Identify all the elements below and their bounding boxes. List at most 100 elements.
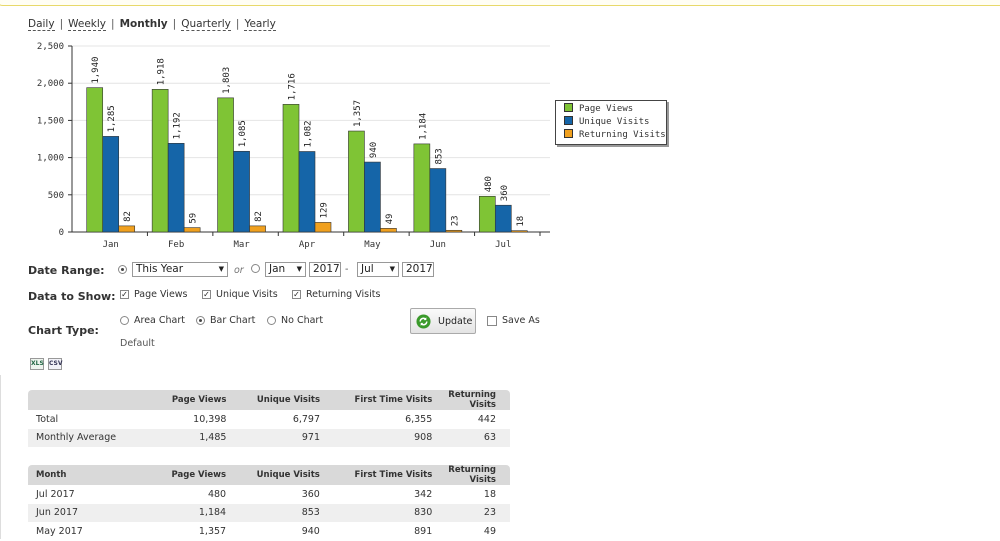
- table-cell: Monthly Average: [28, 428, 141, 447]
- period-weekly[interactable]: Weekly: [68, 18, 107, 31]
- table-cell: 63: [440, 428, 510, 447]
- data-label: 23: [450, 215, 460, 226]
- period-monthly[interactable]: Monthly: [119, 18, 168, 30]
- export-csv-icon[interactable]: CSV: [48, 358, 62, 370]
- monthly-table: Month Page Views Unique Visits First Tim…: [28, 465, 510, 541]
- y-tick-label: 1,000: [37, 154, 64, 164]
- table-cell: May 2017: [36, 525, 83, 537]
- checkbox-checked[interactable]: ✓: [292, 290, 301, 299]
- column-header[interactable]: First Time Visits: [327, 465, 441, 485]
- period-daily[interactable]: Daily: [28, 18, 55, 31]
- bar-page-views: [217, 97, 234, 233]
- bar-returning-visits: [249, 225, 266, 233]
- export-xls-icon[interactable]: XLS: [30, 358, 44, 370]
- no-chart-option[interactable]: No Chart: [267, 315, 323, 326]
- table-row: Monthly Average 1,485 971 908 63: [28, 428, 510, 447]
- bar-page-views: [413, 143, 431, 233]
- chart-legend: Page Views Unique Visits Returning Visit…: [555, 100, 667, 145]
- table-cell: Total: [36, 413, 59, 425]
- sidebar-edge: [0, 375, 1, 539]
- bar-returning-visits: [314, 222, 332, 233]
- legend-swatch-unique-visits: [564, 116, 573, 125]
- bar-returning-visits: [183, 227, 201, 233]
- bar-unique-visits: [298, 151, 316, 233]
- data-label: 1,184: [418, 113, 428, 140]
- chevron-down-icon: ▼: [296, 265, 302, 273]
- show-returning-visits-option[interactable]: ✓ Returning Visits: [292, 289, 381, 300]
- table-cell: 940: [301, 525, 320, 537]
- column-header: First Time Visits: [328, 390, 441, 410]
- x-tick-label: Feb: [168, 240, 184, 250]
- table-row: May 2017 1,357 940 891 49: [28, 522, 510, 541]
- x-tick-label: Mar: [233, 240, 250, 250]
- table-cell: 6,797: [292, 413, 321, 425]
- chevron-down-icon: ▼: [218, 265, 224, 273]
- data-label: 1,285: [107, 105, 117, 132]
- from-month-select[interactable]: Jan ▼: [265, 262, 306, 277]
- period-quarterly[interactable]: Quarterly: [181, 18, 231, 31]
- range-dash: -: [345, 264, 349, 275]
- data-label: 480: [484, 176, 494, 192]
- chart-type-label: Chart Type:: [28, 324, 99, 337]
- table-cell: 1,485: [140, 428, 235, 447]
- chevron-down-icon: ▼: [389, 265, 395, 273]
- date-range-label: Date Range:: [28, 264, 105, 277]
- column-header: Page Views: [140, 390, 235, 410]
- column-header[interactable]: Month: [28, 465, 141, 485]
- to-month-select[interactable]: Jul ▼: [357, 262, 399, 277]
- show-unique-visits-option[interactable]: ✓ Unique Visits: [202, 289, 278, 300]
- checkbox[interactable]: [487, 315, 497, 326]
- bar-page-views: [151, 89, 169, 233]
- y-tick-label: 0: [59, 228, 64, 238]
- table-cell: 442: [477, 413, 496, 425]
- checkbox-checked[interactable]: ✓: [120, 290, 129, 299]
- bar-returning-visits: [510, 230, 528, 233]
- y-tick-label: 2,000: [37, 79, 64, 89]
- table-cell: 10,398: [193, 413, 227, 425]
- table-cell: 891: [414, 525, 433, 537]
- legend-swatch-returning-visits: [564, 129, 573, 138]
- data-label: 82: [254, 211, 264, 222]
- table-cell: 18: [483, 488, 496, 500]
- bar-unique-visits: [102, 136, 120, 233]
- x-tick-label: Jan: [103, 240, 119, 250]
- column-header[interactable]: Returning Visits: [440, 465, 510, 485]
- save-as-option[interactable]: Save As: [487, 315, 540, 326]
- show-page-views-option[interactable]: ✓ Page Views: [120, 289, 188, 300]
- table-cell: Jul 2017: [36, 488, 75, 500]
- column-header[interactable]: Page Views: [140, 465, 235, 485]
- default-text: Default: [120, 338, 155, 349]
- area-chart-option[interactable]: Area Chart: [120, 315, 185, 326]
- update-button[interactable]: Update: [410, 308, 476, 334]
- data-label: 1,085: [238, 120, 248, 147]
- table-cell: 342: [414, 488, 433, 500]
- to-year-input[interactable]: 2017: [402, 262, 434, 277]
- data-label: 940: [369, 142, 379, 158]
- bar-returning-visits: [118, 225, 136, 233]
- table-cell: 908: [328, 428, 441, 447]
- radio-button[interactable]: [267, 316, 276, 325]
- period-yearly[interactable]: Yearly: [244, 18, 276, 31]
- period-selector: Daily | Weekly | Monthly | Quarterly | Yearly: [28, 18, 276, 31]
- y-tick-label: 2,500: [37, 42, 64, 52]
- x-tick-label: May: [364, 240, 381, 250]
- table-row: Total 10,398 6,797 6,355 442: [28, 410, 510, 429]
- table-row: Jul 2017 480 360 342 18: [28, 485, 510, 504]
- bar-chart-option[interactable]: Bar Chart: [196, 315, 255, 326]
- table-header-row: Page Views Unique Visits First Time Visi…: [28, 390, 510, 410]
- legend-item-returning-visits: Returning Visits: [564, 129, 666, 141]
- checkbox-checked[interactable]: ✓: [202, 290, 211, 299]
- date-range-custom-radio[interactable]: [251, 264, 260, 273]
- refresh-icon: [416, 314, 431, 329]
- date-range-preset-radio[interactable]: [118, 265, 127, 274]
- bar-unique-visits: [494, 204, 512, 233]
- radio-button-selected[interactable]: [196, 316, 205, 325]
- date-range-select[interactable]: This Year ▼: [132, 262, 228, 277]
- data-label: 1,716: [288, 73, 298, 100]
- bar-unique-visits: [364, 161, 381, 233]
- bar-unique-visits: [167, 143, 185, 233]
- radio-button[interactable]: [120, 316, 129, 325]
- x-tick-label: Jul: [495, 240, 511, 250]
- from-year-input[interactable]: 2017: [309, 262, 341, 277]
- column-header[interactable]: Unique Visits: [234, 465, 328, 485]
